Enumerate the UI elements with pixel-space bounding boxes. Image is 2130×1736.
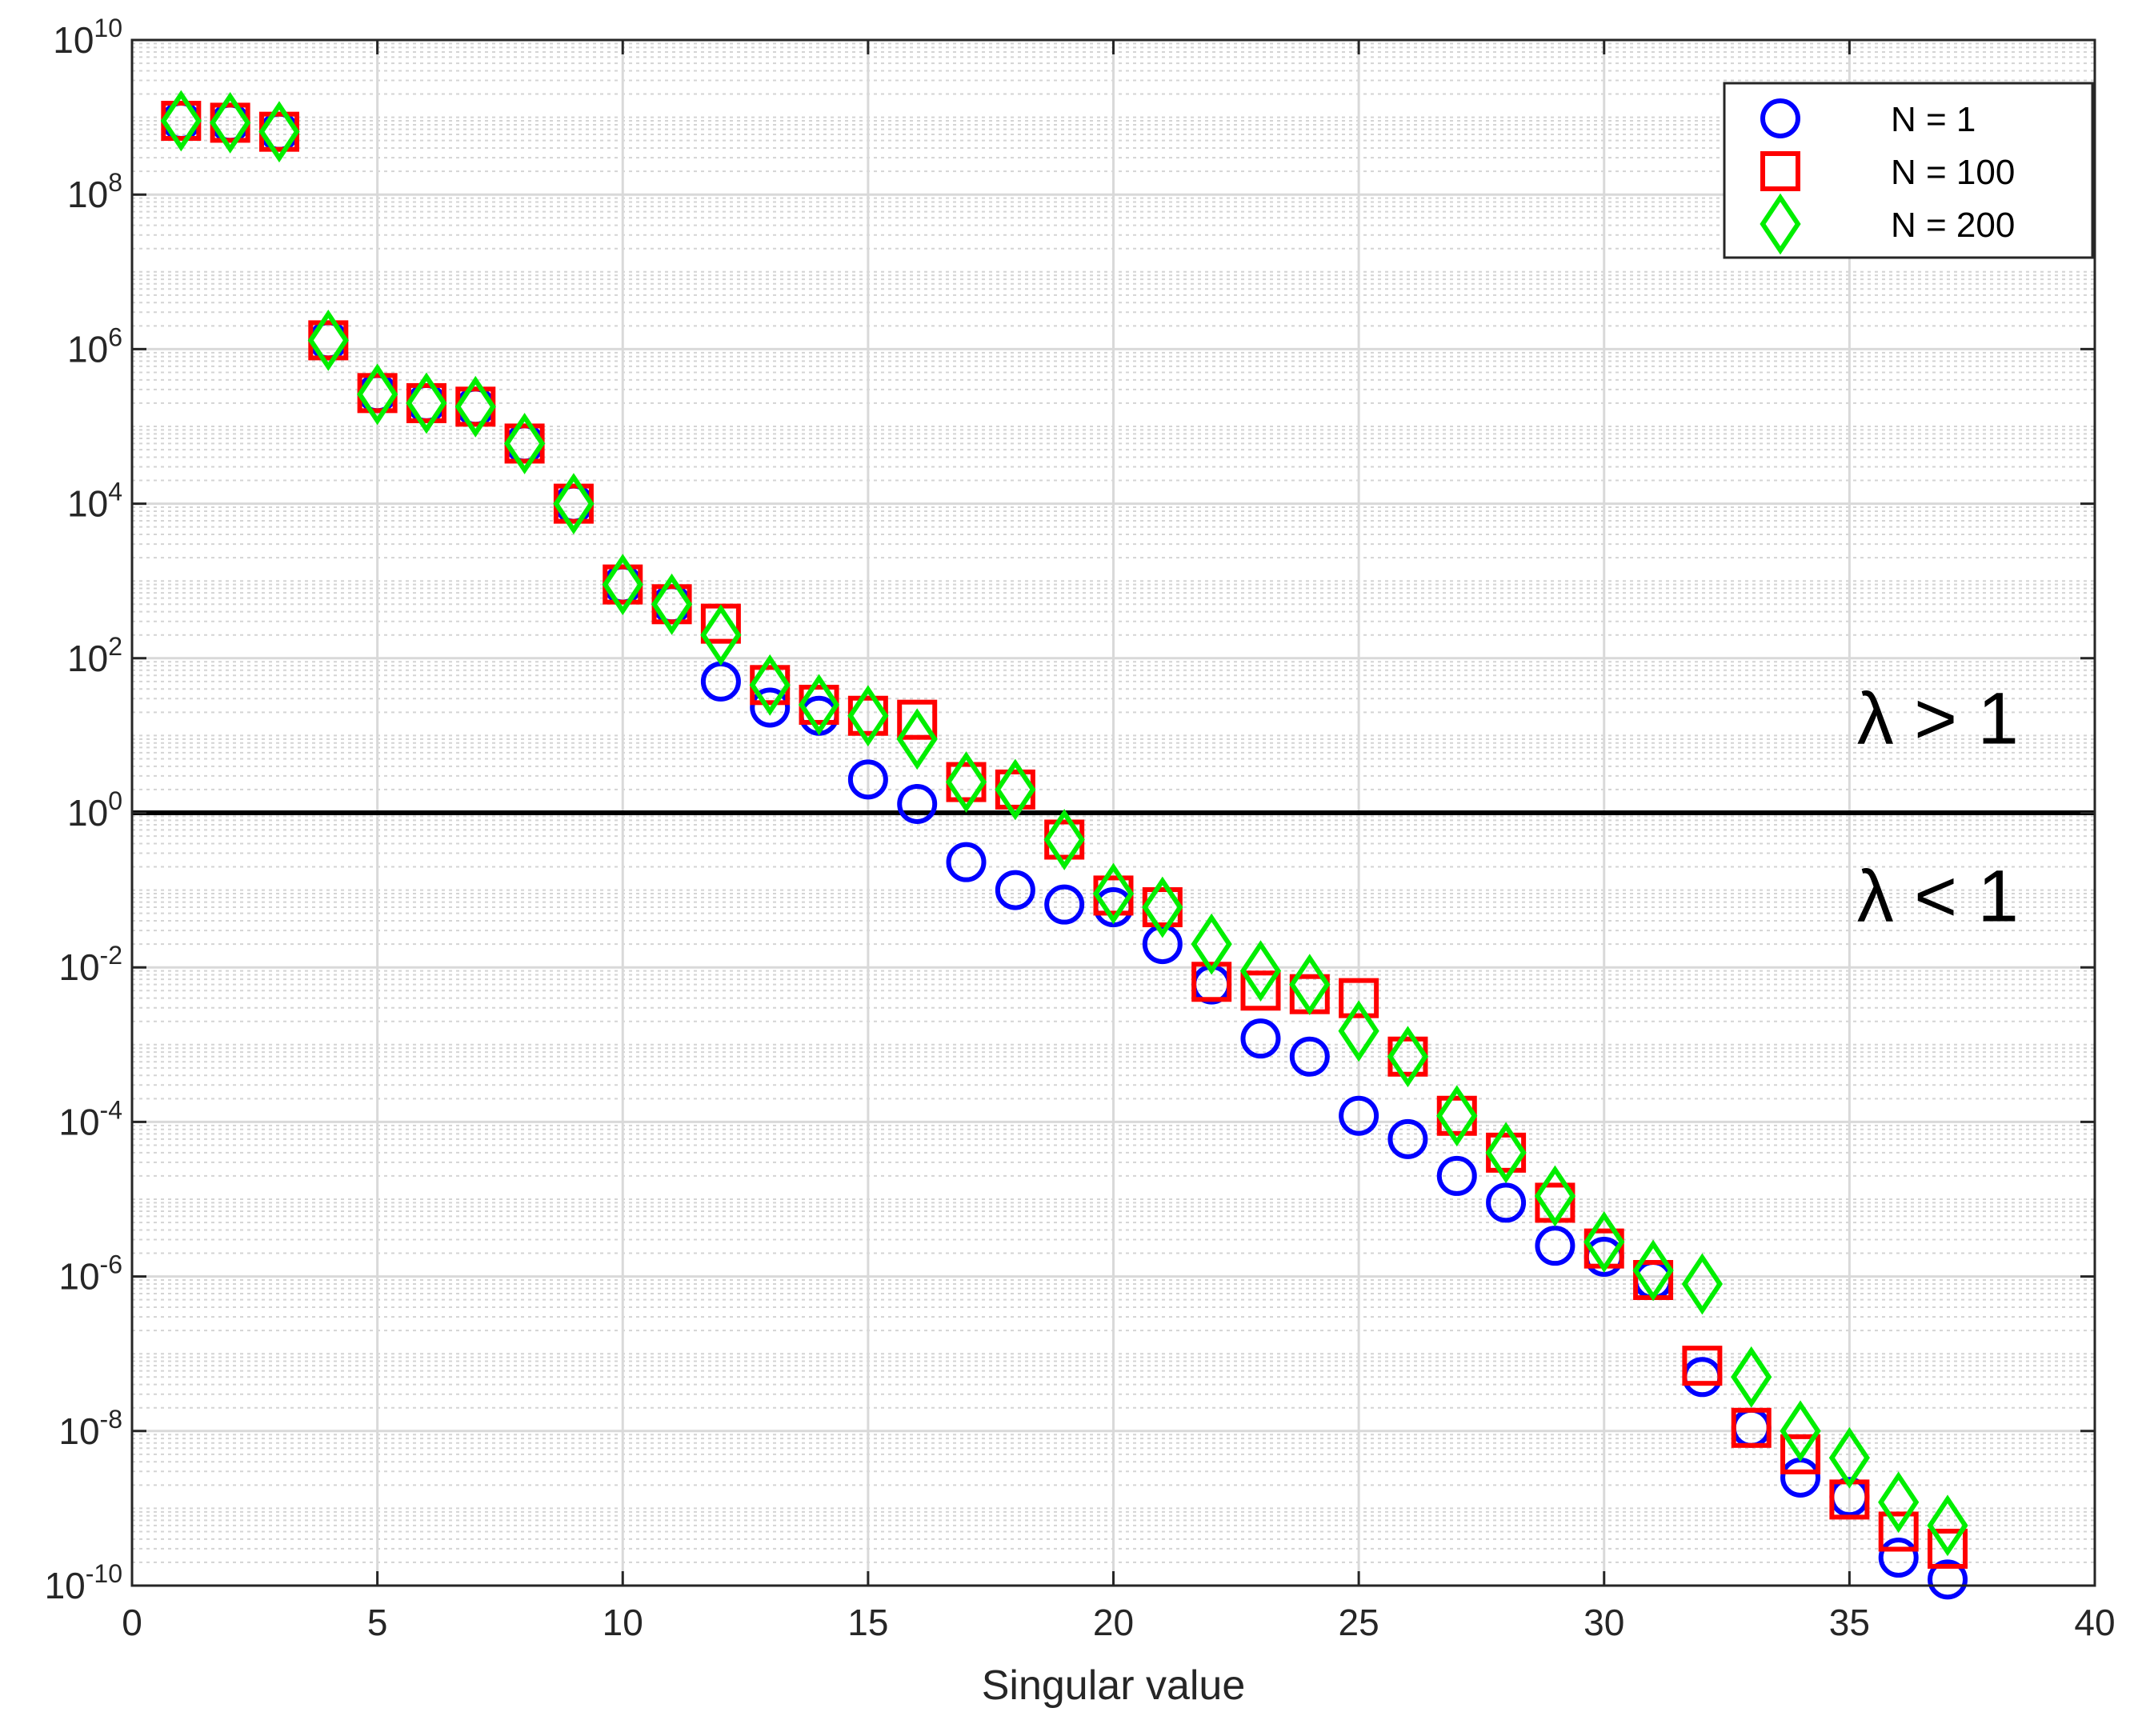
series-2 <box>160 90 1968 1557</box>
y-tick-label: 106 <box>67 322 122 370</box>
x-tick-label: 15 <box>847 1602 888 1643</box>
y-tick-label: 100 <box>67 786 122 834</box>
legend: N = 1 N = 100 N = 200 <box>1723 82 2094 259</box>
data-point <box>210 92 251 154</box>
data-point <box>1240 970 1281 1011</box>
data-point <box>258 101 300 163</box>
data-point <box>553 473 595 535</box>
data-point <box>1387 1118 1428 1159</box>
data-point <box>946 842 987 882</box>
data-point <box>1191 962 1232 1002</box>
legend-label: N = 100 <box>1891 153 2015 192</box>
legend-label: N = 200 <box>1891 206 2015 245</box>
y-tick-label: 1010 <box>53 14 122 61</box>
data-point <box>503 413 546 474</box>
data-point <box>307 309 349 371</box>
data-point <box>798 674 840 736</box>
data-point <box>897 699 938 740</box>
data-point <box>1878 1538 1919 1578</box>
annotation-0: λ > 1 <box>1857 678 2019 759</box>
x-tick-label: 25 <box>1339 1602 1379 1643</box>
data-point <box>1731 1407 1772 1448</box>
y-tick-label: 10-6 <box>58 1250 122 1298</box>
x-tick-label: 5 <box>367 1602 388 1643</box>
data-point <box>1239 940 1282 1002</box>
data-point <box>1044 884 1085 925</box>
data-point <box>750 687 791 728</box>
data-point <box>1878 1471 1920 1534</box>
data-point <box>1780 1400 1821 1462</box>
data-point <box>1583 1210 1625 1273</box>
data-point <box>1780 1434 1821 1474</box>
data-point <box>749 654 791 716</box>
data-point <box>1338 1000 1379 1062</box>
legend-marker <box>1760 193 1801 255</box>
y-tick-label: 10-10 <box>45 1559 122 1606</box>
legend-label: N = 1 <box>1891 100 1976 139</box>
data-point <box>1289 1036 1330 1077</box>
x-tick-label: 10 <box>603 1602 643 1643</box>
data-point <box>1535 1226 1575 1266</box>
data-point <box>1927 1494 1968 1557</box>
data-series <box>160 90 1968 1600</box>
legend-marker <box>1760 151 1800 191</box>
x-tick-label: 35 <box>1829 1602 1870 1643</box>
data-point <box>651 573 693 635</box>
data-point <box>1436 1155 1477 1196</box>
annotations: λ > 1 λ < 1 <box>1857 678 2019 937</box>
data-point <box>1191 913 1232 975</box>
x-axis-label: Singular value <box>982 1662 1246 1709</box>
data-point <box>1240 1018 1281 1059</box>
data-point <box>1486 1182 1527 1223</box>
data-point <box>1387 1026 1429 1088</box>
y-tick-label: 104 <box>67 478 122 525</box>
x-tick-label: 40 <box>2074 1602 2115 1643</box>
data-point <box>1731 1346 1772 1408</box>
x-tick-label: 20 <box>1093 1602 1134 1643</box>
annotation-1: λ < 1 <box>1857 856 2019 938</box>
data-point <box>1485 1122 1527 1184</box>
y-tick-label: 10-4 <box>58 1095 122 1142</box>
data-point <box>1534 1165 1576 1227</box>
data-point <box>1339 978 1379 1018</box>
data-point <box>1289 954 1331 1016</box>
y-tick-label: 10-8 <box>58 1405 122 1452</box>
data-point <box>406 372 447 434</box>
data-point <box>1928 1559 1968 1600</box>
data-point <box>1828 1426 1870 1489</box>
legend-box <box>1723 82 2094 259</box>
data-point <box>847 759 888 800</box>
data-point <box>1928 1528 1968 1569</box>
data-point <box>1436 1085 1478 1147</box>
data-point <box>1681 1253 1724 1315</box>
data-point <box>945 751 987 813</box>
x-tick-label: 0 <box>122 1602 142 1643</box>
axis-ticks <box>130 38 2096 1587</box>
x-tick-label: 30 <box>1583 1602 1624 1643</box>
data-point <box>1142 876 1183 938</box>
data-point <box>700 604 742 666</box>
data-point <box>1878 1511 1919 1552</box>
data-point <box>847 685 889 747</box>
data-point <box>602 554 643 616</box>
data-point <box>1632 1239 1674 1302</box>
data-point <box>1682 1346 1723 1386</box>
data-point <box>1339 1095 1379 1136</box>
legend-marker <box>1760 98 1800 138</box>
data-point <box>1043 809 1085 870</box>
data-point <box>1092 862 1135 925</box>
data-point <box>160 90 202 152</box>
data-point <box>896 708 938 770</box>
y-tick-label: 108 <box>67 168 122 215</box>
data-point <box>995 870 1035 910</box>
data-point <box>454 375 496 438</box>
data-point <box>897 783 938 824</box>
y-tick-label: 10-2 <box>58 941 122 988</box>
tick-labels: 0 5 10 15 20 25 30 35 40 10-10 10-8 10-6 10-4 10-2 100… <box>45 14 2116 1643</box>
data-point <box>995 758 1036 821</box>
data-point <box>357 363 398 426</box>
y-tick-label: 102 <box>67 632 122 679</box>
